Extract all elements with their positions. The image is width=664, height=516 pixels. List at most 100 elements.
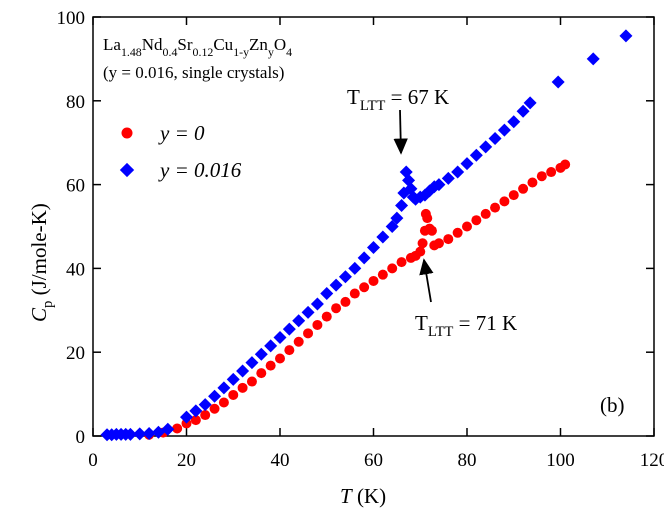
data-point — [246, 376, 257, 387]
text-part: C — [27, 307, 51, 322]
data-point — [292, 314, 306, 328]
data-point — [301, 305, 315, 319]
data-point — [396, 257, 407, 268]
data-point — [284, 345, 295, 356]
data-point — [551, 75, 565, 89]
y-tick-label: 60 — [66, 176, 85, 197]
data-point — [209, 403, 220, 414]
data-point — [471, 215, 482, 226]
transition-label: TLTT = 67 K — [347, 85, 449, 114]
text-part: T — [340, 484, 353, 508]
text-part: LTT — [428, 324, 454, 340]
data-point — [312, 319, 323, 330]
data-point — [310, 297, 324, 311]
data-point — [208, 389, 222, 403]
data-point — [462, 221, 472, 232]
data-point — [357, 251, 371, 265]
text-part: LTT — [360, 98, 386, 114]
arrow — [419, 258, 434, 303]
data-point — [226, 372, 240, 386]
data-point — [480, 208, 491, 219]
data-point — [256, 368, 267, 379]
data-point — [303, 328, 314, 339]
data-point — [273, 331, 287, 345]
data-point — [422, 213, 433, 224]
data-point — [338, 270, 352, 284]
data-point — [499, 196, 510, 207]
data-point — [228, 389, 239, 400]
data-point — [190, 415, 201, 426]
data-point — [142, 426, 156, 440]
data-point — [320, 287, 334, 301]
y-tick-label: 40 — [66, 259, 85, 280]
transition-label: TLTT = 71 K — [415, 311, 517, 340]
data-point — [490, 202, 501, 213]
text-part: (K) — [352, 484, 386, 508]
text-part: O — [274, 35, 286, 54]
text-part: y — [268, 45, 274, 59]
data-point — [619, 29, 633, 43]
x-tick-label: 0 — [88, 450, 98, 471]
formula: La1.48Nd0.4Sr0.12Cu1-yZnyO4 — [103, 35, 292, 59]
x-tick-label: 40 — [271, 450, 290, 471]
data-point — [329, 278, 343, 292]
data-point — [497, 123, 511, 137]
x-tick-label: 80 — [458, 450, 477, 471]
data-point — [254, 347, 268, 361]
x-tick-label: 20 — [177, 450, 196, 471]
legend-marker — [121, 127, 133, 139]
data-point — [198, 398, 212, 412]
y-tick-label: 80 — [66, 92, 85, 113]
data-point — [452, 227, 463, 238]
data-point — [516, 104, 530, 118]
text-part: T — [415, 311, 428, 335]
data-point — [368, 275, 379, 286]
data-point — [236, 364, 250, 378]
subtitle: (y = 0.016, single crystals) — [103, 63, 284, 82]
data-point — [415, 246, 426, 257]
y-tick-label: 0 — [76, 427, 86, 448]
data-point — [321, 311, 332, 322]
data-point — [443, 234, 454, 245]
text-part: Sr — [177, 35, 192, 54]
data-point — [546, 167, 557, 178]
data-point — [348, 261, 362, 275]
x-tick-label: 120 — [640, 450, 664, 471]
data-point — [161, 422, 175, 436]
data-point — [349, 288, 360, 299]
data-point — [395, 199, 409, 213]
data-point — [172, 423, 183, 434]
data-point — [282, 322, 296, 336]
data-point — [387, 263, 398, 274]
data-point — [586, 52, 600, 66]
data-point — [523, 96, 537, 110]
data-point — [508, 190, 519, 201]
data-point — [417, 238, 428, 249]
legend-marker — [119, 162, 135, 178]
data-point — [200, 410, 211, 421]
data-point — [469, 148, 483, 162]
text-part: = 67 K — [385, 85, 449, 109]
y-tick-label: 20 — [66, 343, 85, 364]
text-part: (J/mole-K) — [27, 203, 51, 300]
data-point — [518, 183, 529, 194]
data-point — [426, 225, 437, 236]
text-part: 0.12 — [193, 45, 214, 59]
data-point — [367, 240, 380, 254]
data-point — [359, 282, 370, 293]
data-point — [245, 356, 259, 370]
arrow — [393, 109, 408, 155]
data-point — [123, 427, 137, 441]
data-point — [180, 410, 193, 424]
text-part: Nd — [142, 35, 163, 54]
x-tick-label: 100 — [546, 450, 575, 471]
text-part: Cu — [213, 35, 233, 54]
text-part: T — [347, 85, 360, 109]
data-point — [265, 360, 276, 371]
text-part: = 71 K — [453, 311, 517, 335]
legend-label: y = 0 — [158, 121, 205, 145]
data-point — [189, 404, 203, 418]
x-tick-label: 60 — [364, 450, 383, 471]
